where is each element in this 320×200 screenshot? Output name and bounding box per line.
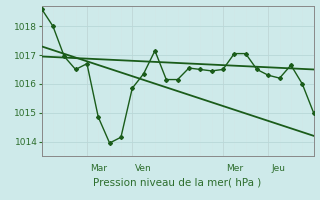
Text: Mer: Mer bbox=[226, 164, 243, 173]
X-axis label: Pression niveau de la mer( hPa ): Pression niveau de la mer( hPa ) bbox=[93, 177, 262, 187]
Text: Ven: Ven bbox=[135, 164, 152, 173]
Text: Mar: Mar bbox=[90, 164, 107, 173]
Text: Jeu: Jeu bbox=[271, 164, 285, 173]
